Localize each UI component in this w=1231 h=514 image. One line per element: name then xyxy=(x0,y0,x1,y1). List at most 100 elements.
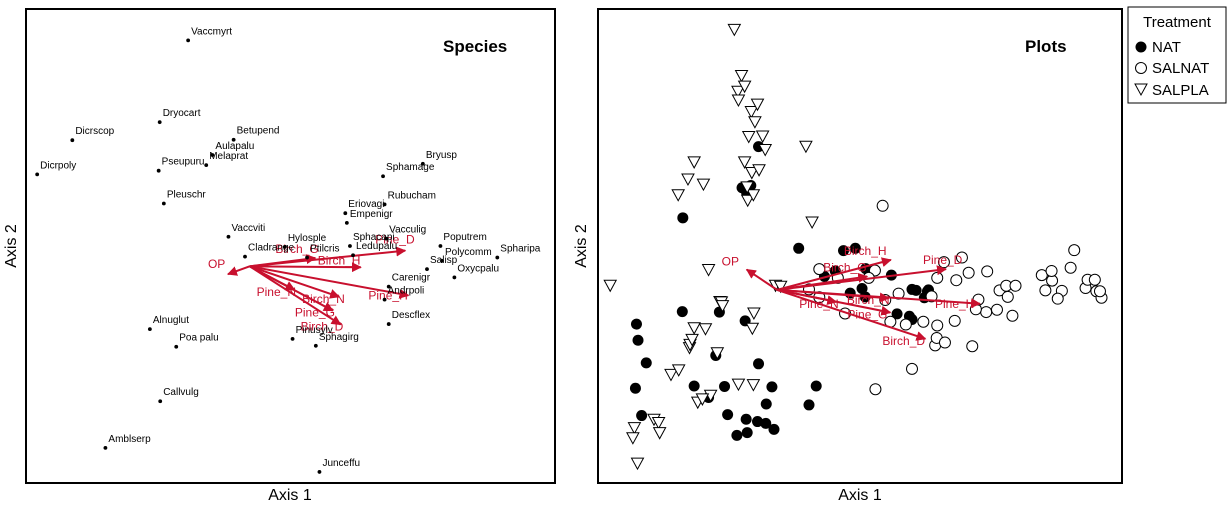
plot-point-salnat-26 xyxy=(938,336,951,349)
plot-point-salnat-13 xyxy=(1001,290,1014,303)
legend-nat-label: NAT xyxy=(1152,39,1181,56)
plot-point-salpla-29 xyxy=(715,300,730,313)
species-point-spharipa xyxy=(495,255,500,260)
plot-point-nat-36 xyxy=(768,423,780,435)
plot-point-salpla-33 xyxy=(698,323,713,336)
species-label-bryusp: Bryusp xyxy=(426,150,458,161)
plot-point-nat-37 xyxy=(636,410,648,422)
plot-point-salpla-45 xyxy=(627,422,642,435)
plot-point-salnat-9 xyxy=(981,265,994,278)
plot-point-nat-23 xyxy=(640,357,652,369)
plot-point-nat-26 xyxy=(766,381,778,393)
species-label-carenigr: Carenigr xyxy=(392,273,431,284)
plot-point-salpla-50 xyxy=(695,393,710,406)
plot-point-salpla-48 xyxy=(664,368,678,382)
species-label-dryocart: Dryocart xyxy=(163,108,201,119)
env-vector-label-pine-h: Pine_H xyxy=(935,297,974,311)
species-label-dicrpoly: Dicrpoly xyxy=(40,160,76,171)
species-point-dicrpoly xyxy=(35,172,40,177)
species-label-salisp: Salisp xyxy=(430,255,458,266)
plot-point-salpla-23 xyxy=(603,279,618,293)
plot-point-salnat-14 xyxy=(990,303,1003,316)
species-label-pseupuru: Pseupuru xyxy=(162,157,205,168)
plot-point-salpla-6 xyxy=(750,98,765,112)
plot-point-salpla-46 xyxy=(626,432,640,445)
plot-point-nat-35 xyxy=(760,417,772,429)
plot-point-salpla-38 xyxy=(731,378,746,392)
species-label-melaprat: Melaprat xyxy=(209,151,248,162)
plot-point-salnat-12 xyxy=(1009,279,1022,292)
plot-point-nat-4 xyxy=(677,212,689,224)
species-point-sphacapi xyxy=(348,244,352,248)
plot-point-salnat-31 xyxy=(1068,244,1081,257)
plot-point-salnat-0 xyxy=(876,199,889,212)
species-point-hylosple xyxy=(282,245,287,249)
plot-point-salpla-4 xyxy=(731,94,746,108)
species-point-oxycpalu xyxy=(452,275,457,280)
species-plot-frame xyxy=(25,8,556,484)
species-panel-title: Species xyxy=(443,37,507,56)
plot-point-nat-34 xyxy=(752,416,763,428)
plot-point-salpla-47 xyxy=(630,457,645,471)
species-point-vaccmyrt xyxy=(186,38,191,43)
species-label-sphacapi: Sphacapi xyxy=(353,232,395,243)
species-label-ptilcris: Ptilcris xyxy=(310,244,339,255)
plot-point-salnat-28 xyxy=(899,318,912,331)
legend-title: Treatment xyxy=(1143,14,1212,31)
species-label-polycomm: Polycomm xyxy=(445,247,492,258)
plot-point-nat-27 xyxy=(810,380,822,392)
species-point-rubucham xyxy=(382,202,387,207)
env-vector-label-birch-h: Birch_H xyxy=(318,253,361,267)
species-point-dicrscop xyxy=(70,138,75,143)
species-label-vaccmyrt: Vaccmyrt xyxy=(191,26,232,37)
plot-point-salpla-18 xyxy=(681,173,695,187)
env-vector-label-birch-n: Birch_N xyxy=(302,292,345,306)
plot-point-nat-7 xyxy=(849,242,861,254)
species-point-pleuschr xyxy=(161,201,166,206)
plot-point-nat-40 xyxy=(910,284,922,296)
plot-point-nat-38 xyxy=(731,429,743,441)
species-label-eriovagi: Eriovagi xyxy=(348,199,384,210)
env-vector-label-op: OP xyxy=(722,255,739,269)
species-points: Vaccmyrt Dryocart Dicrscop Betupend Aulapalu… xyxy=(35,26,541,474)
env-vector-label-birch-h: Birch_H xyxy=(844,244,887,258)
plot-point-salpla-0 xyxy=(727,23,742,37)
env-vector-pine-g xyxy=(249,265,334,312)
env-vector-pine-h xyxy=(249,265,410,299)
species-point-ledupalu xyxy=(351,253,355,258)
species-label-empenigr: Empenigr xyxy=(350,209,393,220)
plot-point-salnat-41 xyxy=(1093,285,1106,298)
env-vector-label-op: OP xyxy=(208,257,225,271)
plot-point-salpla-17 xyxy=(696,178,711,192)
plot-point-nat-5 xyxy=(793,242,805,254)
plot-point-salpla-37 xyxy=(710,347,725,360)
plot-point-salnat-21 xyxy=(948,314,961,327)
plot-point-salnat-5 xyxy=(925,290,938,303)
plot-point-salpla-43 xyxy=(651,416,666,430)
species-point-descflex xyxy=(386,322,391,326)
plot-point-salpla-19 xyxy=(740,194,755,208)
plot-point-nat-6 xyxy=(838,245,850,257)
env-vector-birch-d xyxy=(776,288,927,341)
species-label-alnuglut: Alnuglut xyxy=(153,315,189,326)
plot-point-salnat-34 xyxy=(1051,292,1064,305)
plot-point-salnat-27 xyxy=(966,340,979,353)
plot-point-salnat-20 xyxy=(962,266,975,279)
species-point-aulapalu xyxy=(210,153,215,157)
species-point-betupend xyxy=(231,137,236,142)
plot-point-nat-39 xyxy=(741,427,753,439)
plot-point-salpla-36 xyxy=(685,333,699,347)
legend-nat-marker xyxy=(1135,41,1147,53)
env-vector-op xyxy=(745,268,778,291)
species-point-carenigr xyxy=(386,284,391,289)
plot-point-salnat-23 xyxy=(917,315,930,328)
species-label-aulapalu: Aulapalu xyxy=(215,141,254,152)
plot-point-salpla-32 xyxy=(687,322,701,335)
plot-point-salpla-2 xyxy=(731,85,745,99)
treatment-legend: Treatment NAT SALNAT SALPLA xyxy=(1127,6,1227,104)
plot-point-salpla-21 xyxy=(740,181,755,194)
env-vector-label-pine-h: Pine_H xyxy=(368,288,407,302)
env-vector-label-birch-d: Birch_D xyxy=(882,334,925,348)
